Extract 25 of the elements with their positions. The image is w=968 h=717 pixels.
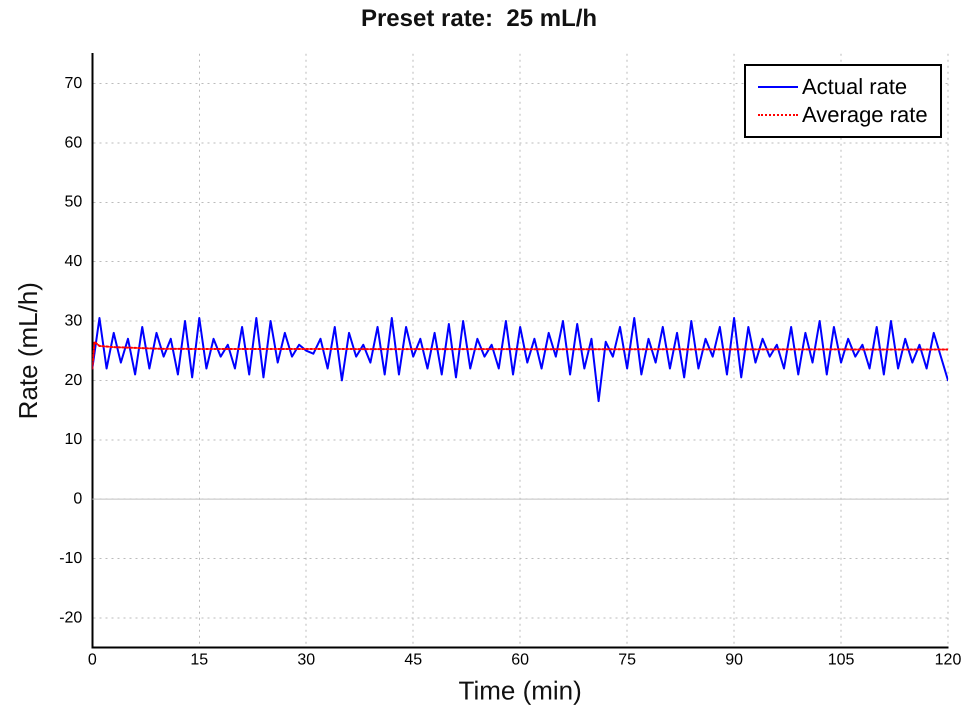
x-tick-label: 0 (88, 652, 97, 669)
x-tick-label: 15 (190, 652, 208, 669)
line-series (92, 340, 948, 370)
x-tick-label: 75 (618, 652, 636, 669)
y-tick-label: 30 (64, 312, 82, 330)
y-tick-label: 10 (64, 431, 82, 448)
x-tick-label: 45 (404, 652, 422, 669)
x-tick-label: 120 (934, 652, 962, 669)
x-tick-label: 30 (297, 652, 316, 669)
legend-label: Actual rate (802, 74, 908, 100)
legend-label: Average rate (802, 102, 928, 128)
y-tick-label: 60 (64, 134, 82, 152)
y-tick-label: 0 (73, 490, 82, 508)
y-tick-label: 20 (64, 372, 82, 389)
x-axis-title: Time (min) (458, 676, 582, 706)
y-tick-label: -10 (59, 550, 82, 567)
x-tick-label: 60 (511, 652, 530, 669)
y-axis-title: Rate (mL/h) (12, 282, 43, 420)
y-tick-label: 50 (64, 194, 82, 211)
y-tick-label: 40 (64, 253, 82, 270)
y-tick-label: -20 (59, 609, 82, 626)
chart-title: Preset rate: 25 mL/h (360, 5, 598, 32)
x-tick-label: 105 (828, 652, 854, 669)
y-tick-label: 70 (64, 74, 82, 92)
x-tick-label: 90 (725, 652, 744, 669)
